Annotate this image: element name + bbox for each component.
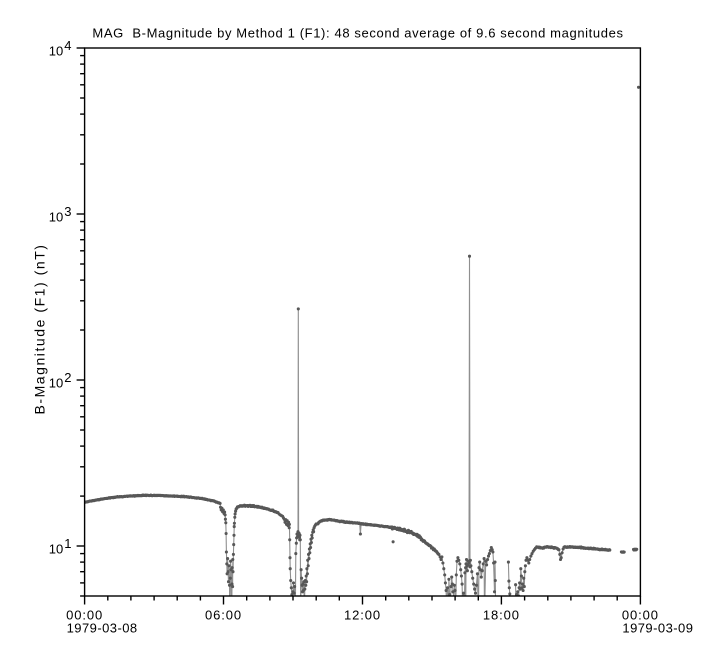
svg-text:10: 10 xyxy=(49,210,63,225)
svg-text:00:00: 00:00 xyxy=(622,608,659,623)
svg-text:10: 10 xyxy=(49,44,63,59)
svg-text:3: 3 xyxy=(64,204,71,219)
svg-text:1979-03-09: 1979-03-09 xyxy=(622,621,693,636)
svg-text:4: 4 xyxy=(64,38,71,53)
svg-text:2: 2 xyxy=(64,370,71,385)
svg-text:10: 10 xyxy=(49,376,63,391)
svg-text:00:00: 00:00 xyxy=(66,608,103,623)
svg-text:10: 10 xyxy=(49,542,63,557)
svg-text:1979-03-08: 1979-03-08 xyxy=(67,621,138,636)
svg-text:06:00: 06:00 xyxy=(205,608,242,623)
svg-text:1: 1 xyxy=(64,536,71,551)
svg-text:12:00: 12:00 xyxy=(344,608,381,623)
svg-text:B-Magnitude (F1) (nT): B-Magnitude (F1) (nT) xyxy=(32,243,48,414)
svg-text:MAG B-Magnitude by Method 1 (: MAG B-Magnitude by Method 1 (F1): 48 sec… xyxy=(92,26,623,41)
svg-text:18:00: 18:00 xyxy=(483,608,520,623)
